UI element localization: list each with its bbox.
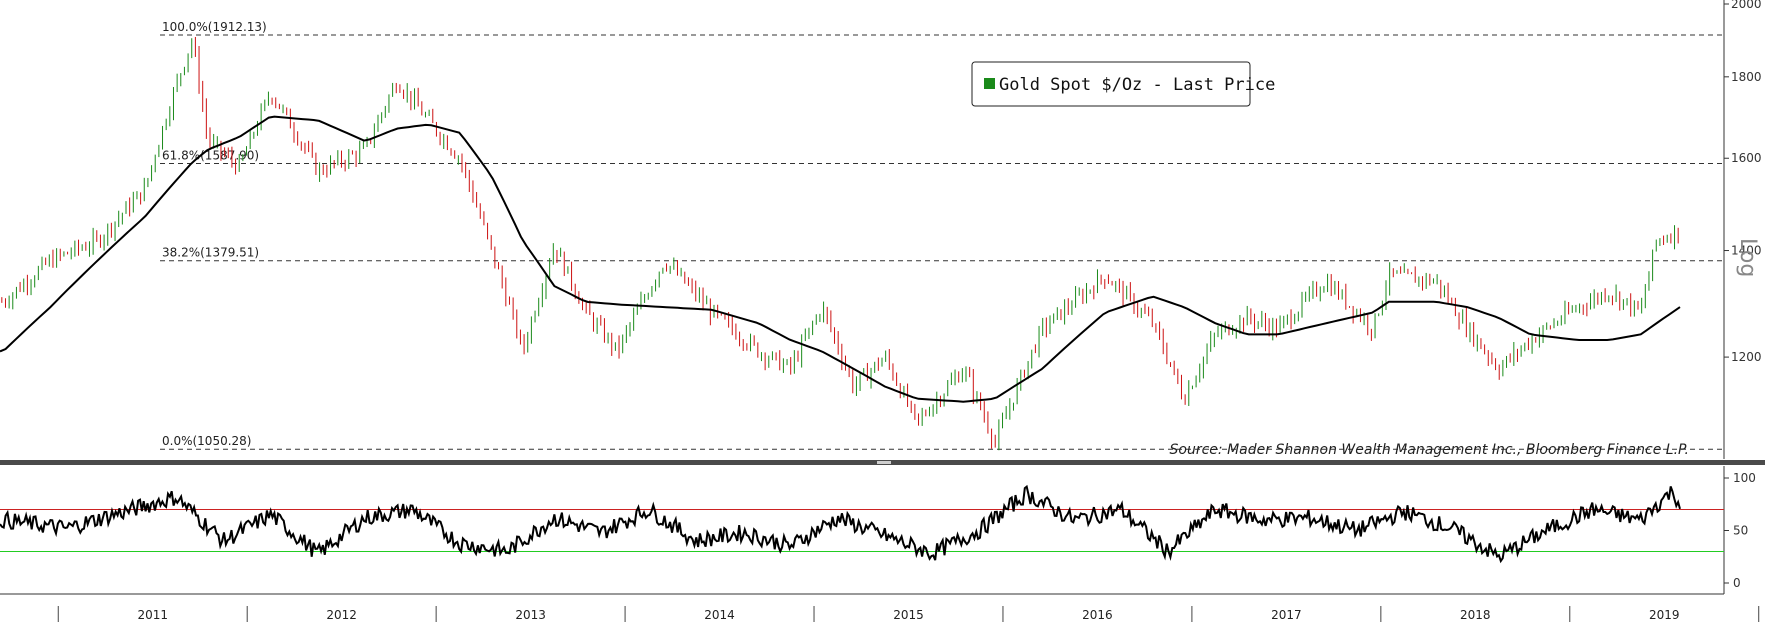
year-label: 2011 [137,608,168,622]
fibonacci-levels: 100.0%(1912.13) 61.8%(1587.90) 38.2%(1379.… [160,20,1724,450]
fib-level-label: 38.2%(1379.51) [162,246,259,260]
panel-divider [0,460,1765,465]
year-label: 2015 [893,608,924,622]
legend-swatch [984,78,995,89]
year-label: 2019 [1649,608,1680,622]
rsi-line [0,484,1681,564]
fib-level-label: 100.0%(1912.13) [162,20,267,34]
price-y-ticks: 1200 1400 1600 1800 2000 [1724,0,1762,364]
price-tick-label: 1800 [1731,70,1762,84]
price-tick-label: 1200 [1731,350,1762,364]
rsi-y-ticks: 0 50 100 [1724,471,1756,590]
price-tick-label: 2000 [1731,0,1762,11]
source-note: Source: Mader Shannon Wealth Management … [1170,442,1689,458]
year-label: 2014 [704,608,735,622]
fib-level-label: 0.0%(1050.28) [162,434,251,448]
rsi-tick-label: 100 [1733,471,1756,485]
moving-average-line [0,115,1681,403]
legend: Gold Spot $/Oz - Last Price [971,61,1275,107]
price-tick-label: 1400 [1731,244,1762,258]
x-axis: 2011 2012 2013 2014 2015 2016 2017 2018 2019 [0,593,1760,622]
year-label: 2017 [1271,608,1302,622]
price-panel: 100.0%(1912.13) 61.8%(1587.90) 38.2%(1379.… [0,0,1762,459]
year-label: 2013 [515,608,546,622]
fib-level-label: 61.8%(1587.90) [162,148,259,162]
rsi-panel: 0 50 100 [0,466,1756,594]
log-scale-label: Log [1735,238,1760,277]
price-tick-label: 1600 [1731,151,1762,165]
rsi-tick-label: 0 [1733,576,1741,590]
year-label: 2012 [326,608,357,622]
year-labels: 2011 2012 2013 2014 2015 2016 2017 2018 2019 [57,606,1760,622]
legend-label: Gold Spot $/Oz - Last Price [999,75,1275,95]
legend-box [971,61,1251,107]
rsi-tick-label: 50 [1733,524,1748,538]
year-label: 2018 [1460,608,1491,622]
price-candles [1,36,1679,451]
year-label: 2016 [1082,608,1113,622]
